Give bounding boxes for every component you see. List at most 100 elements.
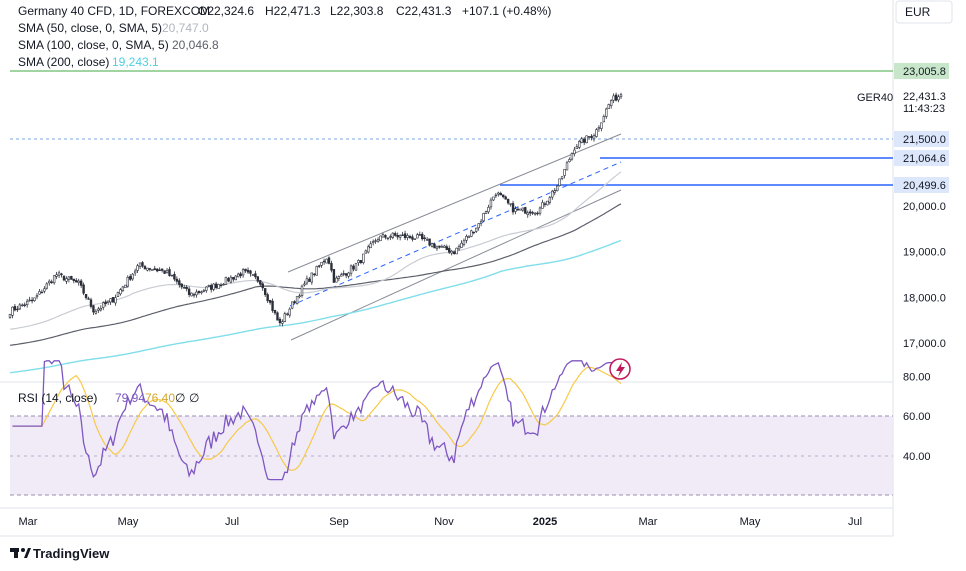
- candle: [89, 299, 93, 307]
- candle: [450, 250, 453, 254]
- svg-text:23,005.8: 23,005.8: [903, 66, 946, 78]
- candle: [254, 273, 257, 278]
- channel-mid-line[interactable]: [289, 161, 622, 307]
- channel-lower-line[interactable]: [290, 189, 622, 341]
- candle: [136, 265, 139, 271]
- candle: [308, 278, 311, 282]
- candle: [43, 288, 46, 292]
- events-icon[interactable]: [609, 358, 631, 380]
- price-axis[interactable]: 17,000.0 18,000.0 19,000.0 20,000.0: [903, 201, 946, 350]
- candle: [578, 141, 581, 148]
- sma200-legend-label[interactable]: SMA (200, close): [18, 55, 109, 69]
- sma200-legend-value: 19,243.1: [112, 55, 159, 69]
- candle: [52, 275, 56, 284]
- candle: [317, 265, 321, 267]
- candle: [607, 104, 610, 109]
- candle: [55, 274, 58, 277]
- candles-group: [8, 92, 623, 327]
- rsi-legend-label[interactable]: RSI (14, close): [18, 391, 97, 405]
- candle: [408, 236, 412, 238]
- rsi-legend-value2: 76.40: [145, 391, 175, 405]
- candle: [133, 270, 137, 274]
- rsi-legend-value3: ∅: [175, 391, 185, 405]
- candle: [303, 283, 306, 286]
- rsi-tick-label: 80.00: [903, 372, 931, 384]
- candle: [462, 240, 466, 245]
- candle: [313, 273, 316, 276]
- candle: [158, 269, 161, 271]
- rsi-tick-label: 40.00: [903, 451, 931, 463]
- symbol-title[interactable]: Germany 40 CFD, 1D, FOREXCOM: [18, 4, 210, 18]
- candle: [28, 299, 31, 302]
- candle: [560, 176, 564, 179]
- candle: [509, 203, 512, 205]
- candle: [62, 275, 66, 281]
- candle: [337, 276, 341, 279]
- sma50-legend-value: 20,747.0: [162, 21, 209, 35]
- candle: [84, 294, 88, 299]
- candle: [25, 300, 29, 306]
- candle: [266, 294, 269, 302]
- price-tick-label: 19,000.0: [903, 247, 946, 259]
- candle: [138, 262, 142, 267]
- candle: [106, 300, 110, 303]
- candle: [386, 237, 390, 240]
- candle: [354, 263, 358, 271]
- candle: [529, 211, 532, 214]
- candle: [232, 277, 235, 280]
- candle: [13, 306, 17, 311]
- candle: [261, 283, 264, 289]
- candle: [97, 308, 100, 311]
- candle: [538, 207, 542, 214]
- candle: [573, 149, 576, 155]
- candle: [472, 231, 475, 234]
- candle: [411, 236, 414, 240]
- candle: [524, 207, 527, 214]
- candle: [435, 246, 439, 249]
- candle: [381, 234, 385, 238]
- tradingview-logo[interactable]: TradingView: [10, 546, 110, 561]
- candle: [48, 280, 51, 284]
- candle: [470, 230, 473, 237]
- candle: [322, 260, 326, 263]
- channel-upper-line[interactable]: [287, 133, 622, 273]
- tradingview-logo-icon: [10, 548, 31, 558]
- candle: [180, 283, 183, 288]
- candle: [516, 208, 520, 211]
- sma50-legend-label[interactable]: SMA (50, close, 0, SMA, 5): [18, 21, 162, 35]
- candle: [553, 190, 556, 193]
- rsi-tick-label: 60.00: [903, 411, 931, 423]
- candle: [237, 273, 240, 278]
- candle: [514, 208, 517, 212]
- time-tick-label: Nov: [434, 516, 454, 528]
- currency-button[interactable]: EUR: [895, 0, 953, 24]
- sma100-legend-label[interactable]: SMA (100, close, 0, SMA, 5): [18, 38, 169, 52]
- candle: [126, 276, 129, 287]
- candle: [212, 283, 215, 290]
- candle: [494, 194, 498, 197]
- candle: [406, 235, 409, 238]
- candle: [79, 280, 83, 286]
- rsi-axis[interactable]: 40.00 60.00 80.00: [903, 372, 931, 463]
- candle: [440, 246, 444, 248]
- candle: [165, 270, 169, 274]
- candle: [467, 235, 471, 238]
- candle: [349, 265, 353, 274]
- candle: [35, 295, 39, 298]
- candle: [65, 278, 68, 282]
- candle: [359, 260, 363, 263]
- candle: [148, 268, 152, 270]
- candle: [595, 129, 598, 137]
- candle: [99, 307, 102, 311]
- candle: [192, 294, 196, 296]
- price-tick-label: 17,000.0: [903, 338, 946, 350]
- candle: [521, 207, 525, 211]
- candle: [320, 261, 323, 266]
- candle: [389, 236, 392, 238]
- candle: [487, 207, 490, 213]
- currency-label: EUR: [905, 5, 931, 19]
- candle: [484, 211, 488, 214]
- time-axis[interactable]: Mar May Jul Sep Nov 2025 Mar May Jul: [19, 516, 863, 528]
- candle: [16, 308, 19, 311]
- rsi-legend: RSI (14, close) 79.94 76.40 ∅ ∅: [18, 391, 199, 405]
